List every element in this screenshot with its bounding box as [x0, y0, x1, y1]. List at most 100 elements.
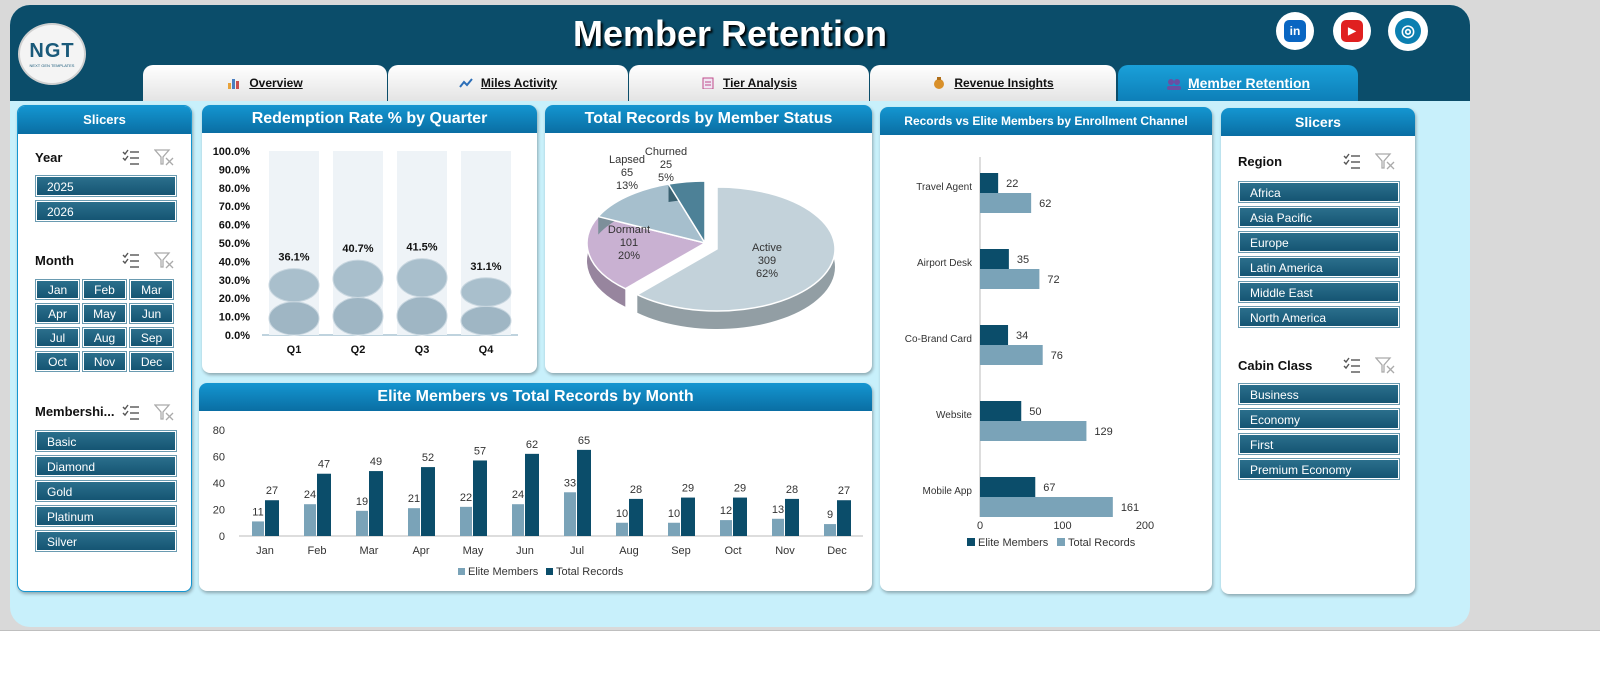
region-item[interactable]: Africa — [1239, 182, 1399, 202]
x-tick-label: 100 — [1053, 520, 1071, 532]
month-item[interactable]: Dec — [130, 352, 173, 371]
x-tick-label: Q3 — [415, 344, 430, 356]
bar-value-label: 21 — [408, 493, 420, 505]
year-item[interactable]: 2026 — [36, 201, 176, 221]
y-tick-label: 60 — [213, 452, 225, 464]
website-button[interactable]: ◎ — [1388, 11, 1428, 51]
month-item[interactable]: Aug — [83, 328, 126, 347]
month-item[interactable]: Nov — [83, 352, 126, 371]
x-tick-label: Jan — [256, 545, 274, 557]
legend-swatch-total — [1057, 538, 1065, 546]
bar-elite-members — [980, 401, 1022, 421]
region-item[interactable]: Asia Pacific — [1239, 207, 1399, 227]
users-icon — [1166, 77, 1181, 90]
bar-value-label: 12 — [720, 505, 732, 517]
bar-total-records — [980, 421, 1087, 441]
membership-item[interactable]: Platinum — [36, 506, 176, 526]
bar-value-label: 50 — [1029, 406, 1041, 418]
cabin-item[interactable]: First — [1239, 434, 1399, 454]
month-item[interactable]: Jul — [36, 328, 79, 347]
bar-total-records — [265, 500, 279, 536]
cabin-item[interactable]: Business — [1239, 384, 1399, 404]
bar-upper-sphere — [332, 259, 384, 299]
multi-select-icon[interactable] — [122, 251, 140, 269]
linkedin-icon: in — [1284, 20, 1306, 42]
bar-total-records — [980, 269, 1040, 289]
clear-filter-icon[interactable] — [154, 251, 174, 269]
clear-filter-icon[interactable] — [154, 148, 174, 166]
money-bag-icon — [932, 77, 946, 89]
clear-filter-icon[interactable] — [1375, 356, 1395, 374]
tab-miles-activity[interactable]: Miles Activity — [388, 65, 628, 101]
bar-value-label: 49 — [370, 456, 382, 468]
redemption-rate-title: Redemption Rate % by Quarter — [202, 105, 537, 133]
tab-miles-activity-label: Miles Activity — [480, 76, 558, 90]
region-item[interactable]: Latin America — [1239, 257, 1399, 277]
bar-elite-members — [980, 173, 999, 193]
bar-elite-members — [980, 325, 1009, 345]
bar-value-label: 161 — [1121, 502, 1139, 514]
multi-select-icon[interactable] — [122, 403, 140, 421]
bar-value-label: 62 — [1039, 198, 1051, 210]
bar-total-records — [980, 497, 1113, 517]
year-item[interactable]: 2025 — [36, 176, 176, 196]
bar-total-records — [369, 471, 383, 536]
y-tick-label: 0.0% — [225, 330, 250, 342]
y-tick-label: 60.0% — [219, 220, 250, 232]
tab-tier-analysis[interactable]: Tier Analysis — [629, 65, 869, 101]
month-item[interactable]: Jan — [36, 280, 79, 299]
bar-lower-sphere — [460, 305, 512, 336]
membership-item[interactable]: Diamond — [36, 456, 176, 476]
tab-member-retention[interactable]: Member Retention — [1118, 65, 1358, 101]
membership-item[interactable]: Basic — [36, 431, 176, 451]
membership-item[interactable]: Gold — [36, 481, 176, 501]
youtube-button[interactable]: ▶ — [1333, 12, 1371, 50]
month-item[interactable]: Sep — [130, 328, 173, 347]
region-item[interactable]: Middle East — [1239, 282, 1399, 302]
legend-label: Total Records — [556, 566, 624, 578]
clear-filter-icon[interactable] — [154, 403, 174, 421]
logo-subtext: NEXT GEN TEMPLATES — [29, 63, 75, 68]
month-item[interactable]: Mar — [130, 280, 173, 299]
month-item[interactable]: Oct — [36, 352, 79, 371]
bar-value-label: 27 — [838, 485, 850, 497]
month-item[interactable]: Jun — [130, 304, 173, 323]
bar-value-label: 72 — [1047, 274, 1059, 286]
bar-value-label: 129 — [1094, 426, 1112, 438]
pie-label-percent: 20% — [618, 250, 640, 262]
bar-total-records — [629, 498, 643, 536]
bar-value-label: 11 — [252, 506, 263, 518]
legend-label: Elite Members — [978, 537, 1049, 549]
tab-overview[interactable]: Overview — [143, 65, 387, 101]
region-item[interactable]: North America — [1239, 307, 1399, 327]
bar-elite-members — [720, 520, 732, 536]
bar-value-label: 29 — [734, 483, 746, 495]
month-item[interactable]: May — [83, 304, 126, 323]
clear-filter-icon[interactable] — [1375, 152, 1395, 170]
tab-revenue-insights[interactable]: Revenue Insights — [870, 65, 1116, 101]
month-item[interactable]: Feb — [83, 280, 126, 299]
multi-select-icon[interactable] — [1343, 356, 1361, 374]
bar-elite-members — [980, 477, 1036, 497]
pie-label-name: Churned — [645, 146, 687, 158]
bar-value-label: 35 — [1017, 254, 1029, 266]
tab-member-retention-label: Member Retention — [1187, 75, 1311, 91]
bar-value-label: 28 — [786, 484, 798, 496]
region-item[interactable]: Europe — [1239, 232, 1399, 252]
monthly-title: Elite Members vs Total Records by Month — [199, 383, 872, 411]
x-tick-label: Q2 — [351, 344, 366, 356]
pie-label-name: Active — [752, 242, 782, 254]
y-tick-label: 50.0% — [219, 238, 250, 250]
header-bar: NGT NEXT GEN TEMPLATES Member Retention … — [10, 5, 1470, 101]
category-label: Mobile App — [923, 486, 973, 497]
membership-item[interactable]: Silver — [36, 531, 176, 551]
cabin-item[interactable]: Economy — [1239, 409, 1399, 429]
multi-select-icon[interactable] — [1343, 152, 1361, 170]
month-item[interactable]: Apr — [36, 304, 79, 323]
linkedin-button[interactable]: in — [1276, 12, 1314, 50]
clipboard-icon — [701, 77, 715, 90]
multi-select-icon[interactable] — [122, 148, 140, 166]
cabin-item[interactable]: Premium Economy — [1239, 459, 1399, 479]
x-tick-label: Nov — [775, 545, 795, 557]
redemption-rate-panel: Redemption Rate % by Quarter 0.0% 10.0% 20… — [202, 105, 537, 373]
